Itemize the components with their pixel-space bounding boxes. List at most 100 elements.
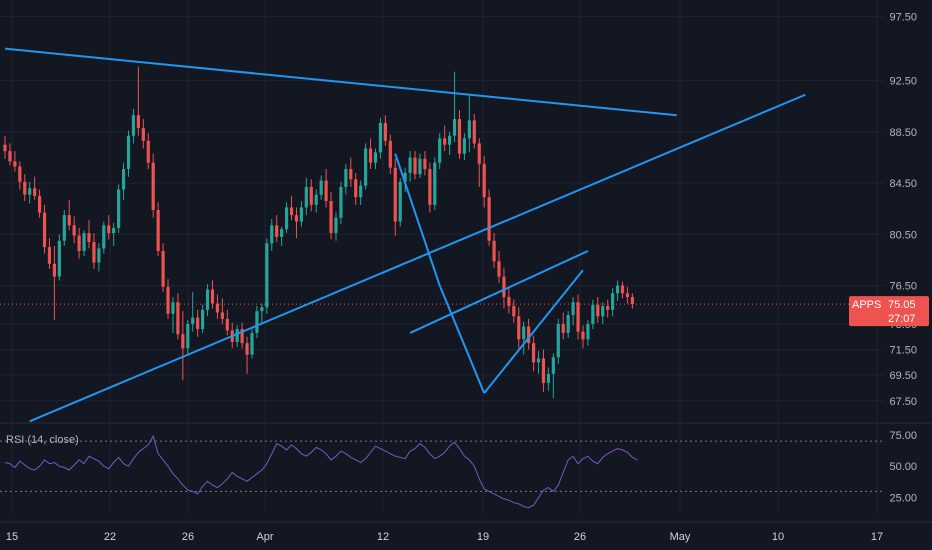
candle-body: [67, 215, 71, 226]
grid-lines: [0, 0, 932, 523]
time-tick-label: 12: [377, 531, 389, 543]
candle: [275, 215, 279, 243]
candle-body: [546, 373, 550, 383]
trendline[interactable]: [4, 47, 677, 117]
candle-body: [502, 276, 506, 298]
candle: [497, 250, 501, 283]
candle-body: [309, 186, 313, 205]
candle: [72, 216, 76, 244]
trendline[interactable]: [438, 285, 486, 394]
candle-body: [443, 138, 447, 145]
candle: [536, 350, 541, 374]
candle-body: [121, 169, 126, 190]
candle-body: [586, 323, 590, 340]
candle-body: [220, 312, 224, 319]
candle-body: [245, 343, 249, 355]
candle: [42, 204, 47, 254]
candle-body: [620, 285, 625, 294]
candle-body: [487, 197, 491, 241]
candle-body: [156, 210, 160, 251]
candle-body: [517, 316, 521, 340]
candle-body: [102, 225, 106, 249]
candle: [117, 184, 121, 234]
candle: [512, 299, 516, 323]
candle-body: [403, 172, 407, 182]
candle-body: [571, 302, 575, 315]
tag-price: 75.05: [888, 299, 916, 311]
trendline[interactable]: [409, 250, 589, 334]
candle: [581, 325, 585, 349]
trendline[interactable]: [29, 93, 806, 423]
candle-body: [314, 194, 318, 205]
rsi-tick-label: 25.00: [889, 493, 917, 505]
rsi-axis[interactable]: 75.00 50.00 25.00: [889, 430, 917, 505]
tag-countdown: 27:07: [888, 313, 916, 325]
trendlines[interactable]: [4, 47, 806, 423]
price-tick-label: 71.50: [889, 345, 917, 357]
candle-body: [556, 323, 560, 358]
candle: [131, 108, 136, 144]
trendline[interactable]: [394, 153, 441, 286]
candle-body: [418, 158, 422, 175]
candle-body: [294, 215, 299, 222]
candles: [3, 66, 634, 399]
trendline[interactable]: [483, 269, 584, 394]
time-axis[interactable]: 15 22 26 Apr 12 19 26 May 10 17: [6, 531, 883, 543]
candle-body: [354, 179, 358, 198]
candle: [3, 135, 7, 159]
candle-body: [507, 297, 511, 307]
candle-body: [146, 140, 150, 163]
time-tick-label: May: [670, 531, 691, 543]
candle: [522, 321, 526, 355]
candle-body: [72, 225, 76, 236]
candle: [334, 212, 338, 241]
candle: [502, 267, 506, 309]
candle: [507, 286, 511, 314]
candle-body: [566, 315, 570, 333]
candle: [210, 280, 215, 309]
candle: [373, 148, 378, 170]
candle-body: [28, 188, 32, 195]
candle: [423, 151, 427, 176]
candle: [556, 318, 560, 364]
candle: [566, 311, 570, 339]
price-axis[interactable]: 97.5092.5088.5084.5080.5076.5073.5071.50…: [889, 12, 917, 408]
candle: [205, 284, 210, 317]
candle: [551, 353, 555, 399]
candle: [166, 279, 170, 319]
candle: [561, 312, 565, 340]
price-tick-label: 97.50: [889, 12, 917, 24]
candle: [482, 156, 486, 208]
candle: [344, 163, 348, 195]
candle-body: [136, 115, 140, 129]
candle-body: [201, 309, 205, 330]
candle-body: [270, 225, 274, 244]
candle-body: [398, 181, 402, 222]
candle-body: [3, 144, 7, 152]
candle: [186, 320, 190, 356]
candle-body: [561, 323, 565, 333]
candle: [433, 157, 437, 210]
candle: [196, 309, 200, 337]
candle: [33, 176, 37, 200]
candle-body: [117, 189, 121, 228]
candle: [324, 169, 328, 208]
candle: [102, 221, 106, 254]
candle: [428, 162, 432, 213]
candle: [225, 309, 229, 336]
candle: [126, 130, 131, 177]
candle: [601, 302, 605, 324]
candle-body: [240, 329, 244, 344]
candle-body: [512, 306, 516, 317]
candle-body: [606, 306, 610, 310]
candle: [398, 177, 402, 227]
time-tick-label: Apr: [256, 531, 273, 543]
candle-body: [215, 303, 220, 313]
candle: [280, 226, 284, 246]
candle: [265, 238, 269, 314]
candle: [255, 306, 259, 339]
candle-body: [522, 326, 526, 340]
candle: [620, 281, 625, 299]
candle: [181, 311, 185, 381]
